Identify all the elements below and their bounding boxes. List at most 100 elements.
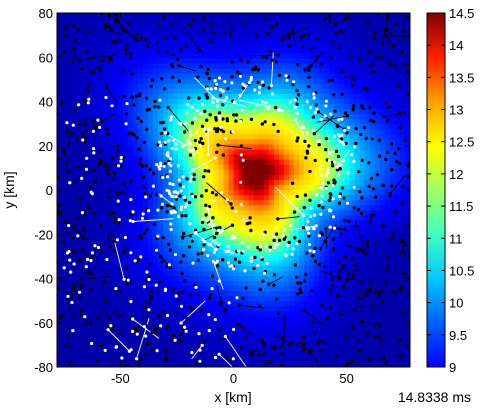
heatmap-cell (309, 215, 315, 221)
heatmap-cell (152, 260, 159, 267)
heatmap-cell (223, 154, 230, 161)
heatmap-cell (364, 265, 371, 272)
heatmap-cell (278, 255, 285, 262)
heatmap-cell (72, 215, 78, 221)
heatmap-cell (404, 306, 410, 312)
heatmap-cell (112, 104, 119, 110)
heatmap-cell (379, 119, 386, 125)
heatmap-cell (299, 306, 305, 312)
heatmap-cell (379, 129, 386, 135)
heatmap-cell (334, 286, 340, 292)
heatmap-cell (178, 210, 184, 216)
heatmap-cell (218, 78, 225, 85)
heatmap-cell (288, 129, 295, 135)
heatmap-cell (339, 205, 346, 211)
heatmap-cell (137, 346, 144, 353)
heatmap-cell (87, 240, 93, 247)
heatmap-cell (147, 93, 154, 100)
heatmap-cell (188, 346, 194, 353)
heatmap-cell (253, 361, 260, 367)
heatmap-cell (198, 33, 204, 39)
heatmap-cell (273, 250, 280, 257)
heatmap-cell (198, 154, 204, 161)
heatmap-cell (142, 33, 149, 39)
heatmap-cell (82, 311, 88, 318)
heatmap-cell (354, 134, 361, 141)
heatmap-cell (183, 215, 189, 221)
heatmap-cell (384, 88, 391, 95)
heatmap-cell (404, 164, 410, 171)
heatmap-cell (57, 83, 63, 90)
heatmap-cell (152, 134, 159, 141)
heatmap-cell (152, 88, 159, 95)
heatmap-cell (147, 179, 154, 186)
heatmap-cell (354, 93, 361, 100)
heatmap-cell (223, 361, 230, 367)
heatmap-cell (273, 23, 280, 29)
heatmap-cell (152, 200, 159, 206)
heatmap-cell (223, 179, 230, 186)
heatmap-cell (344, 316, 351, 323)
heatmap-cell (223, 265, 230, 272)
heatmap-cell (294, 225, 300, 232)
heatmap-cell (369, 265, 376, 272)
heatmap-cell (188, 13, 194, 19)
heatmap-cell (72, 98, 78, 105)
heatmap-cell (102, 78, 109, 85)
heatmap-cell (283, 291, 290, 297)
heatmap-cell (278, 301, 285, 307)
heatmap-cell (379, 296, 386, 302)
trajectory-line (275, 186, 304, 216)
heatmap-cell (152, 286, 159, 292)
heatmap-cell (278, 28, 285, 34)
heatmap-cell (324, 301, 330, 307)
heatmap-cell (243, 124, 250, 130)
heatmap-cell (288, 88, 295, 95)
heatmap-cell (82, 13, 88, 19)
heatmap-cell (399, 225, 406, 232)
heatmap-cell (112, 149, 119, 156)
heatmap-cell (344, 270, 351, 277)
heatmap-cell (132, 169, 139, 176)
heatmap-cell (389, 78, 396, 85)
heatmap-cell (258, 68, 265, 75)
heatmap-cell (268, 114, 275, 120)
heatmap-cell (72, 119, 78, 125)
heatmap-cell (183, 291, 189, 297)
heatmap-cell (198, 129, 204, 135)
heatmap-cell (87, 159, 93, 166)
heatmap-cell (314, 210, 320, 216)
trajectory-line (277, 216, 300, 220)
heatmap-cell (137, 53, 144, 60)
heatmap-cell (394, 336, 401, 343)
heatmap-cell (67, 48, 73, 55)
heatmap-cell (198, 331, 204, 338)
heatmap-cell (67, 58, 73, 65)
heatmap-cell (374, 351, 381, 358)
heatmap-cell (188, 205, 194, 211)
heatmap-cell (248, 38, 255, 44)
heatmap-cell (248, 149, 255, 156)
heatmap-cell (172, 139, 179, 146)
heatmap-cell (314, 331, 320, 338)
heatmap-cell (369, 351, 376, 358)
heatmap-cell (278, 250, 285, 257)
heatmap-cell (203, 88, 209, 95)
heatmap-cell (142, 316, 149, 323)
heatmap-cell (248, 301, 255, 307)
heatmap-cell (329, 265, 335, 272)
heatmap-cell (188, 326, 194, 333)
heatmap-cell (112, 164, 119, 171)
heatmap-cell (137, 58, 144, 65)
heatmap-cell (404, 179, 410, 186)
heatmap-cell (364, 230, 371, 237)
heatmap-cell (122, 48, 129, 55)
heatmap-cell (238, 235, 245, 242)
heatmap-cell (208, 361, 214, 367)
heatmap-cell (152, 205, 159, 211)
heatmap-cell (67, 301, 73, 307)
heatmap-cell (72, 255, 78, 262)
heatmap-cell (299, 154, 305, 161)
heatmap-cell (97, 23, 103, 29)
heatmap-cell (263, 48, 270, 55)
